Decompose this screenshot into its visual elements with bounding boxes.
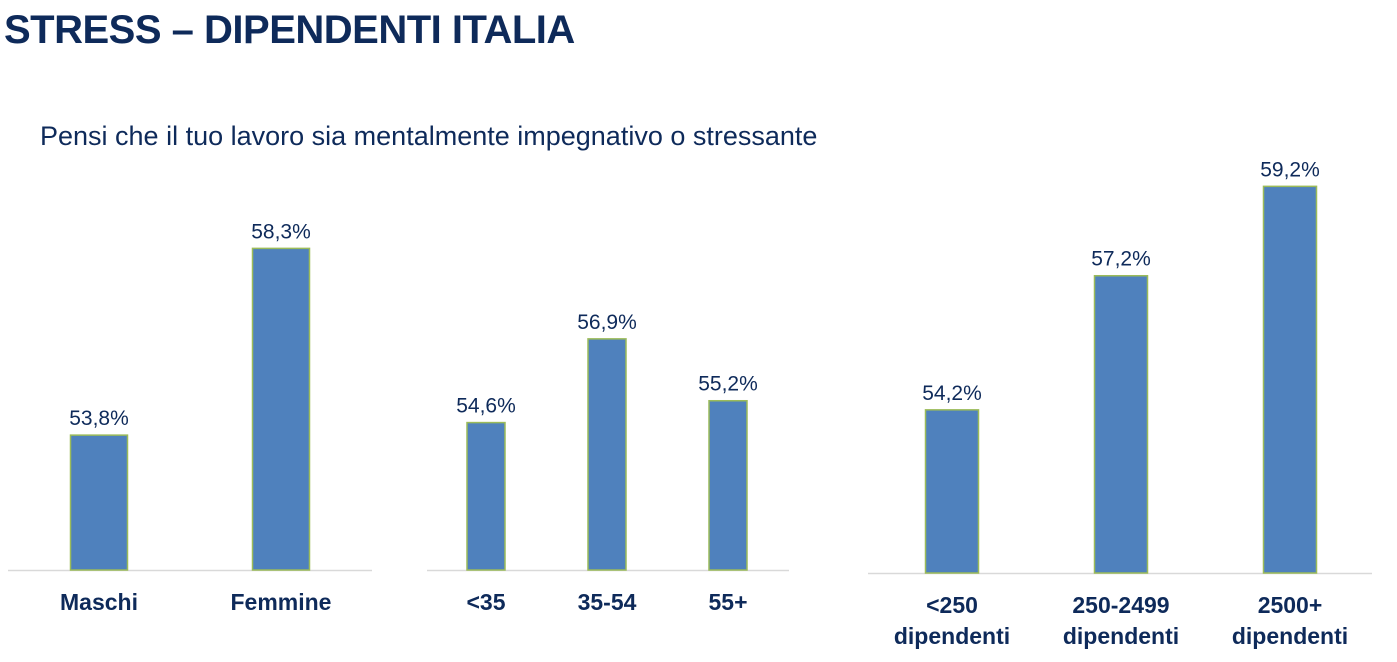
bar [251,247,311,571]
category-label: <35 [466,589,505,615]
bar [466,421,506,571]
bar [924,409,980,574]
category-label: 2500+ dipendenti [1232,592,1348,649]
data-label: 57,2% [1091,248,1151,271]
chart-panel-2: 54,6% <35 56,9% 35-54 55,2% 55+ [427,311,789,615]
data-label: 59,2% [1260,158,1320,181]
chart-subtitle: Pensi che il tuo lavoro sia mentalmente … [40,121,818,151]
category-label: Femmine [231,589,332,615]
category-label: Maschi [60,589,138,615]
data-label: 58,3% [251,220,311,243]
data-label: 53,8% [69,407,129,430]
bar [69,434,129,571]
category-label: 35-54 [578,589,637,615]
chart-panel-1: 53,8% Maschi 58,3% Femmine [8,220,372,615]
bar [587,338,627,571]
data-label: 56,9% [577,311,637,334]
data-label: 55,2% [698,373,758,396]
bar [1093,274,1149,574]
bar [1262,185,1318,574]
data-label: 54,2% [922,382,982,405]
category-label: <250 dipendenti [894,592,1010,649]
chart-panel-3: 54,2% <250 dipendenti 57,2% 250-2499 dipenden… [868,158,1372,649]
category-label: 55+ [708,589,747,615]
data-label: 54,6% [456,395,516,418]
bar [708,399,748,571]
category-label: 250-2499 dipendenti [1063,592,1179,649]
page-title: STRESS – DIPENDENTI ITALIA [4,8,575,52]
